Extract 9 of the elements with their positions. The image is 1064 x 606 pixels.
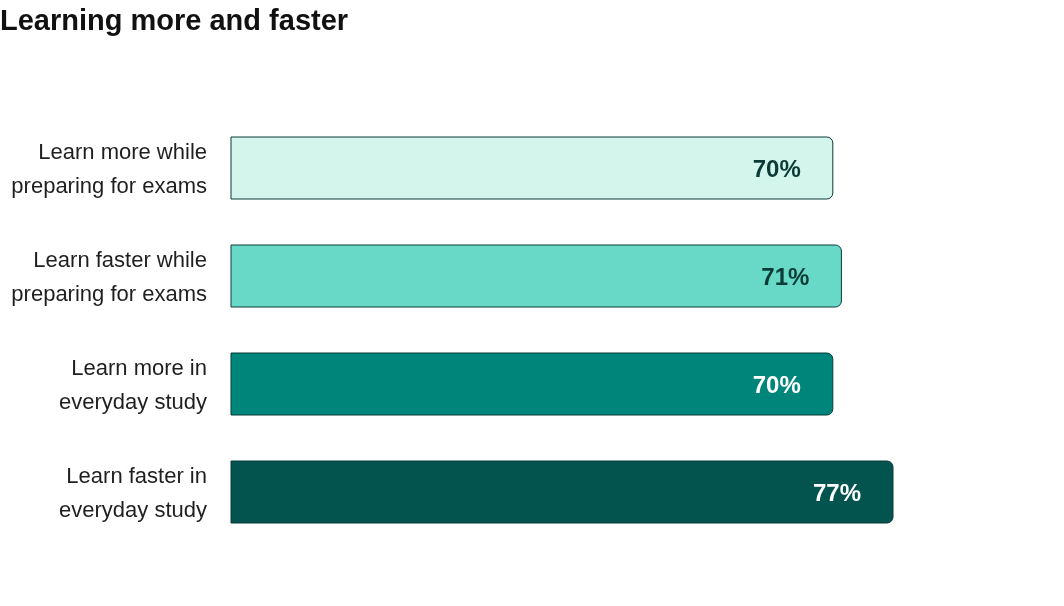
data-label: 77% xyxy=(812,478,861,506)
y-tick-label: Learn faster while preparing for exams xyxy=(11,246,207,306)
data-label: 70% xyxy=(752,370,801,398)
y-tick-label: Learn more while preparing for exams xyxy=(11,138,207,198)
y-tick-label: Learn faster in everyday study xyxy=(59,462,207,522)
y-tick-label: Learn more in everyday study xyxy=(59,354,207,414)
data-label: 70% xyxy=(752,154,801,182)
chart-title: Learning more and faster xyxy=(0,4,349,37)
data-label: 71% xyxy=(761,262,810,290)
